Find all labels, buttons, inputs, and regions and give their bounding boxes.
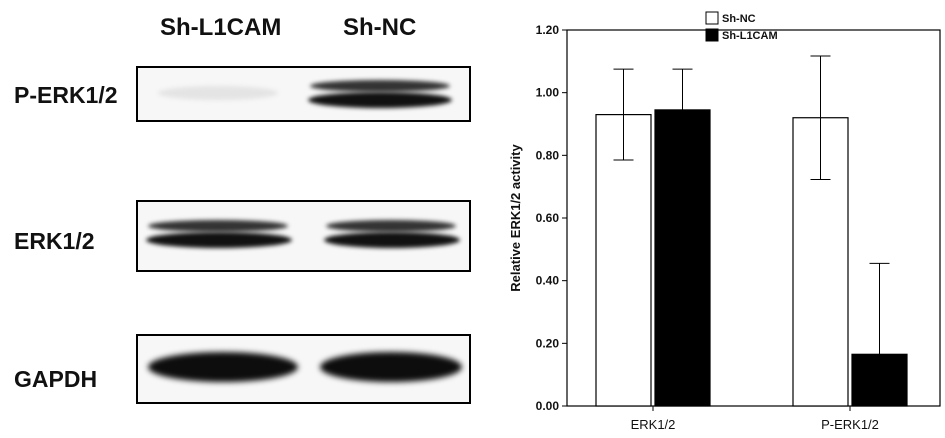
row-label-gapdh: GAPDH: [14, 366, 98, 392]
blot-image-p-erk: [136, 66, 471, 122]
bar-sh-l1cam-erk1/2: [654, 109, 711, 407]
row-label-p-erk: P-ERK1/2: [14, 82, 118, 108]
x-tick-label: P-ERK1/2: [821, 417, 879, 432]
band-erk-sh-l1cam-lower: [146, 232, 292, 248]
band-gapdh-sh-nc: [320, 352, 462, 382]
legend-swatch: [705, 11, 719, 25]
legend-label: Sh-L1CAM: [722, 30, 778, 42]
band-gapdh-sh-l1cam: [148, 352, 298, 382]
y-tick-label: 0.40: [536, 274, 560, 288]
band-p-erk-sh-l1cam: [158, 86, 278, 100]
x-tick-label: ERK1/2: [631, 417, 676, 432]
band-erk-sh-nc-upper: [326, 220, 456, 232]
y-tick-label: 0.20: [536, 336, 560, 350]
y-tick-label: 1.20: [536, 23, 560, 37]
row-label-erk: ERK1/2: [14, 228, 95, 254]
y-tick-label: 0.60: [536, 211, 560, 225]
band-erk-sh-nc-lower: [324, 232, 460, 248]
blot-image-erk: [136, 200, 471, 272]
bar-sh-nc-erk1/2: [595, 113, 652, 407]
y-tick-label: 1.00: [536, 86, 560, 100]
blot-image-gapdh: [136, 334, 471, 404]
y-tick-label: 0.00: [536, 399, 560, 413]
legend-swatch: [705, 28, 719, 42]
band-erk-sh-l1cam-upper: [148, 220, 288, 232]
y-tick-label: 0.80: [536, 148, 560, 162]
band-p-erk-sh-nc-lower: [308, 92, 452, 108]
band-p-erk-sh-nc-upper: [310, 80, 450, 92]
legend-label: Sh-NC: [722, 13, 756, 25]
lane-label-sh-nc: Sh-NC: [343, 14, 417, 41]
lane-label-sh-l1cam: Sh-L1CAM: [160, 14, 282, 41]
y-axis-title: Relative ERK1/2 activity: [508, 144, 523, 292]
